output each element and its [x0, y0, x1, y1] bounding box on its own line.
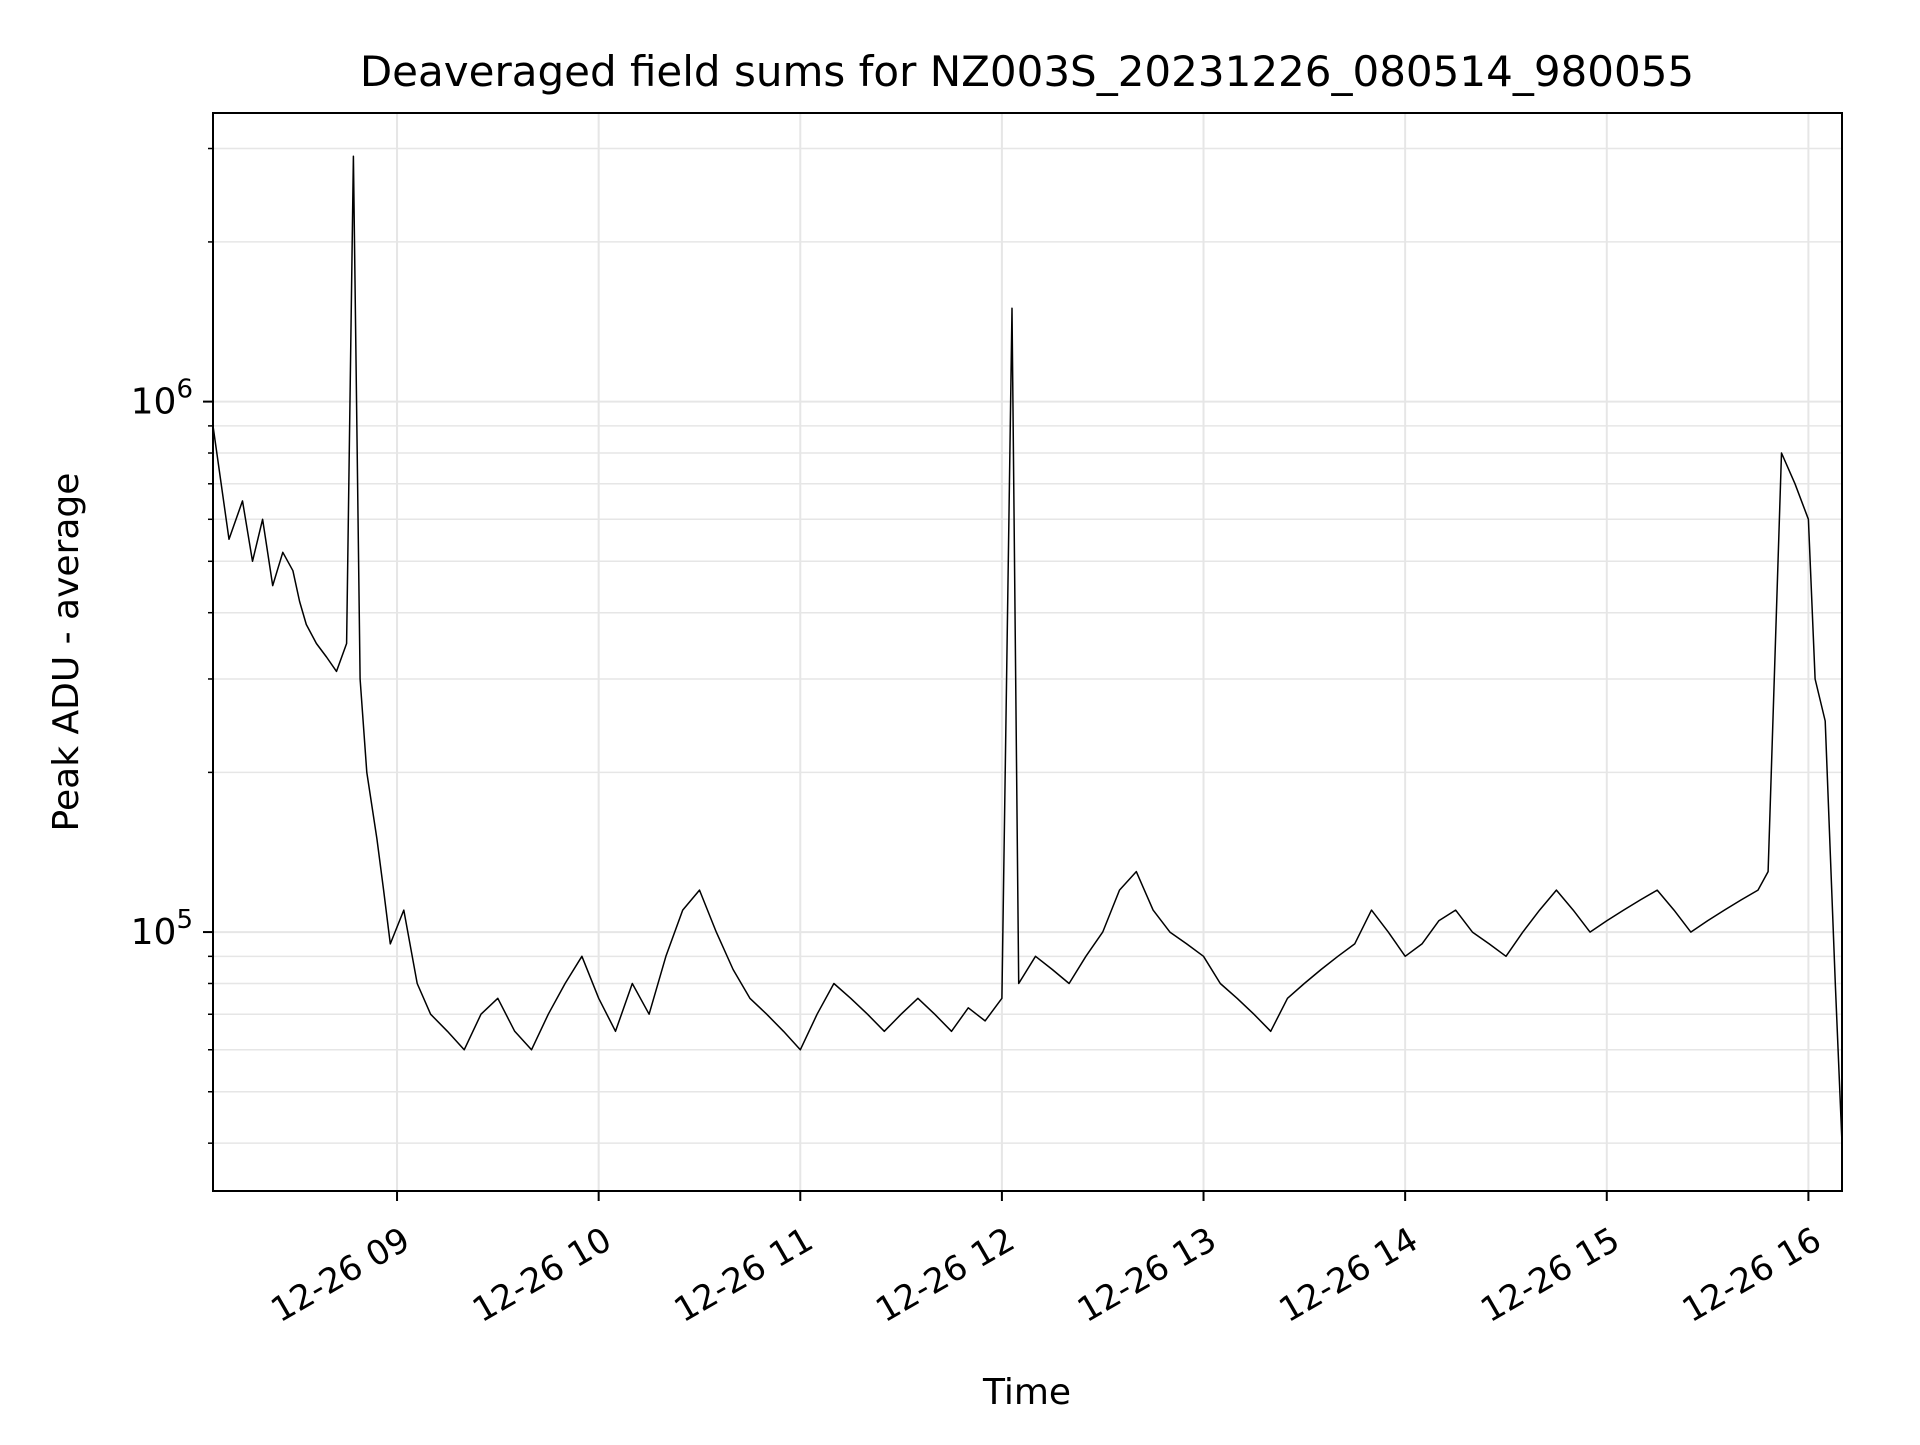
y-tick-label: 105	[131, 905, 193, 953]
plot-frame	[212, 112, 1843, 1192]
chart-title: Deaveraged field sums for NZ003S_2023122…	[360, 47, 1694, 96]
grid	[213, 113, 1842, 1191]
x-axis-label: Time	[982, 1372, 1071, 1413]
y-tick-label: 106	[131, 375, 193, 423]
y-axis-label: Peak ADU - average	[46, 473, 87, 832]
series-line	[212, 155, 1843, 1144]
series-layer	[212, 155, 1843, 1144]
